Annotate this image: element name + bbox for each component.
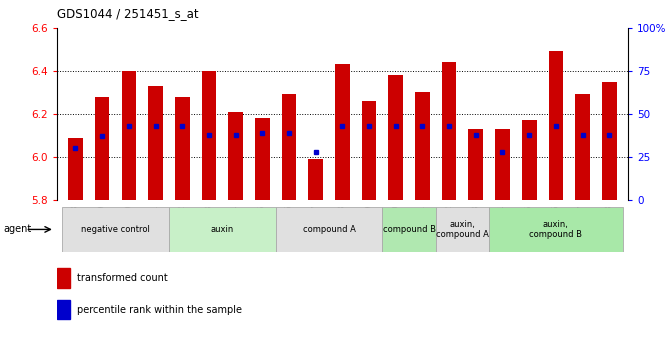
FancyBboxPatch shape — [169, 207, 276, 252]
FancyBboxPatch shape — [62, 207, 169, 252]
Bar — [575, 95, 590, 200]
Bar — [548, 51, 563, 200]
Bar — [68, 138, 83, 200]
Bar — [228, 112, 243, 200]
FancyBboxPatch shape — [382, 207, 436, 252]
Bar — [175, 97, 190, 200]
Bar — [522, 120, 536, 200]
Bar — [468, 129, 483, 200]
Bar — [602, 81, 617, 200]
Bar — [57, 268, 70, 288]
Text: percentile rank within the sample: percentile rank within the sample — [77, 305, 242, 315]
Text: auxin: auxin — [210, 225, 234, 234]
Bar — [95, 97, 110, 200]
FancyBboxPatch shape — [276, 207, 382, 252]
Bar — [361, 101, 376, 200]
Bar — [495, 129, 510, 200]
FancyBboxPatch shape — [489, 207, 623, 252]
Bar — [255, 118, 270, 200]
Bar — [202, 71, 216, 200]
Bar — [57, 300, 70, 319]
Text: auxin,
compound A: auxin, compound A — [436, 220, 489, 239]
Bar — [282, 95, 297, 200]
Bar — [415, 92, 430, 200]
Bar — [388, 75, 403, 200]
Text: auxin,
compound B: auxin, compound B — [529, 220, 582, 239]
Text: negative control: negative control — [81, 225, 150, 234]
Bar — [309, 159, 323, 200]
Text: agent: agent — [3, 225, 31, 234]
Text: transformed count: transformed count — [77, 273, 168, 283]
Bar — [148, 86, 163, 200]
FancyBboxPatch shape — [436, 207, 489, 252]
Bar — [335, 64, 349, 200]
Text: compound B: compound B — [383, 225, 436, 234]
Text: compound A: compound A — [303, 225, 355, 234]
Bar — [442, 62, 456, 200]
Text: GDS1044 / 251451_s_at: GDS1044 / 251451_s_at — [57, 7, 198, 20]
Bar — [122, 71, 136, 200]
